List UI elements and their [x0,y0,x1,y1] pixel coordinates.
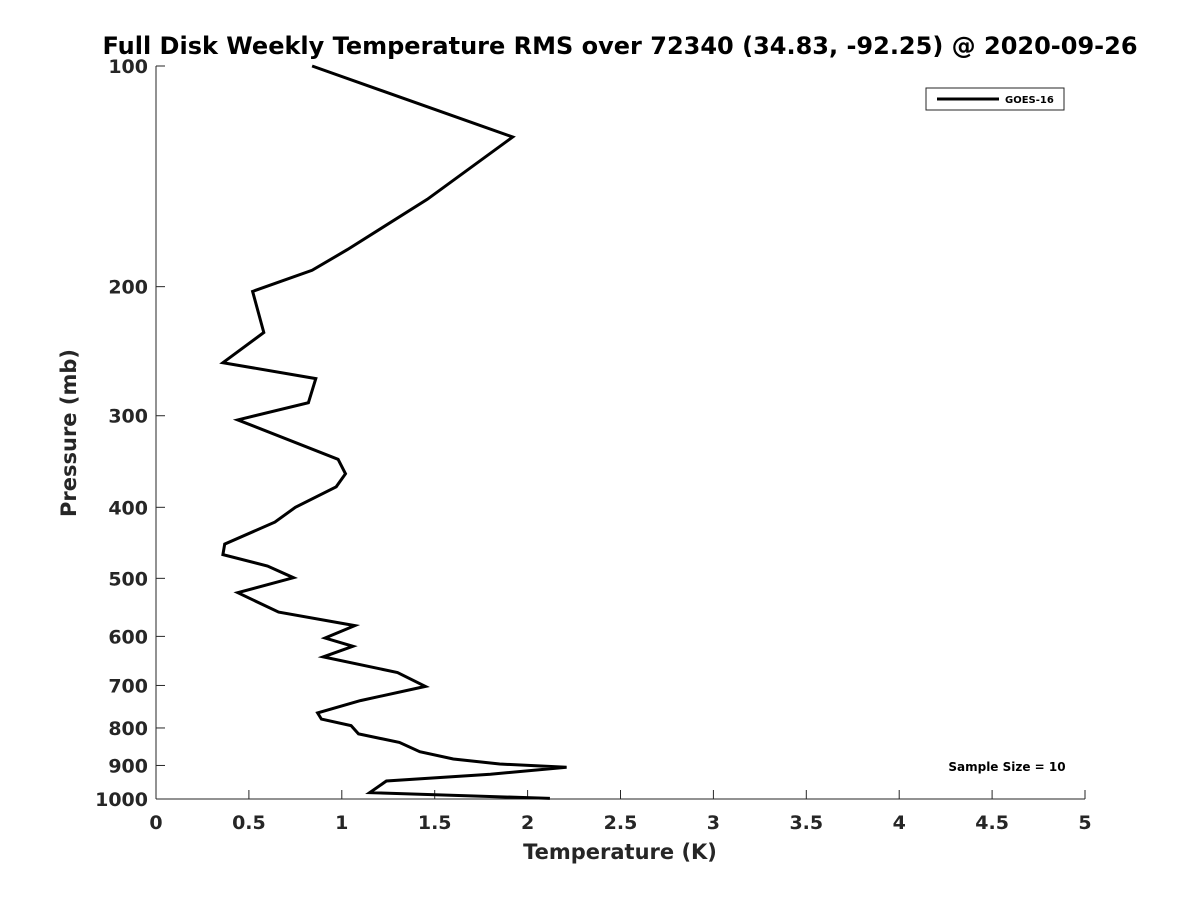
x-tick-label: 3 [707,812,720,834]
y-tick-label: 400 [108,497,148,519]
series-line-goes-16 [219,64,567,800]
y-tick-label: 1000 [95,789,148,811]
x-tick-label: 0.5 [232,812,266,834]
y-tick-label: 600 [108,626,148,648]
x-tick-label: 4 [893,812,906,834]
y-tick-label: 300 [108,406,148,428]
y-axis-label: Pressure (mb) [57,349,81,517]
x-tick-label: 1 [335,812,348,834]
legend: GOES-16 [925,87,1065,111]
y-tick-label: 800 [108,718,148,740]
y-tick-label: 700 [108,675,148,697]
x-tick-label: 2.5 [604,812,638,834]
legend-series-label: GOES-16 [1005,95,1054,106]
chart-title: Full Disk Weekly Temperature RMS over 72… [102,32,1137,60]
plot-area: 0 0.5 1 1.5 2 2.5 3 3.5 4 4.5 5 100 200 300 400 500 600 7… [95,56,1092,834]
x-tick-label: 2 [521,812,534,834]
x-tick-label: 4.5 [975,812,1009,834]
x-axis-label: Temperature (K) [523,840,717,864]
y-tick-label: 200 [108,277,148,299]
x-tick-label: 5 [1078,812,1091,834]
y-tick-label: 500 [108,568,148,590]
x-tick-label: 1.5 [418,812,452,834]
x-tick-label: 3.5 [789,812,823,834]
y-tick-label: 900 [108,755,148,777]
x-tick-label: 0 [149,812,162,834]
y-tick-label: 100 [108,56,148,78]
sample-size-annotation: Sample Size = 10 [948,760,1065,774]
